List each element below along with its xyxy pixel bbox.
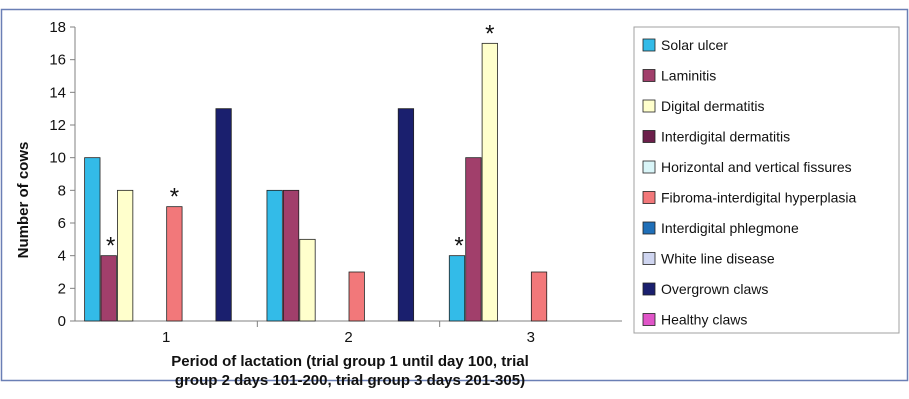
bar xyxy=(266,189,283,322)
legend-label: Laminitis xyxy=(661,68,716,84)
legend-label: White line disease xyxy=(661,251,775,267)
bar xyxy=(397,108,415,322)
y-tick-label: 8 xyxy=(58,182,66,199)
legend-swatch xyxy=(642,99,656,113)
significance-marker: * xyxy=(485,20,494,47)
legend-swatch xyxy=(642,69,656,82)
legend-label: Interdigital phlegmone xyxy=(661,220,799,236)
legend-label: Fibroma-interdigital hyperplasia xyxy=(661,190,857,206)
y-tick-label: 2 xyxy=(58,280,66,297)
bar xyxy=(448,255,466,322)
y-tick-label: 4 xyxy=(58,248,66,265)
legend-swatch xyxy=(642,252,656,265)
x-axis-label-line2: group 2 days 101-200, trial group 3 days… xyxy=(175,372,525,389)
y-tick-label: 10 xyxy=(49,150,66,167)
legend-swatch xyxy=(642,313,656,326)
bar xyxy=(117,189,134,322)
bar xyxy=(100,255,117,322)
legend-swatch xyxy=(642,130,656,143)
y-tick-label: 0 xyxy=(58,313,66,330)
y-tick-label: 6 xyxy=(58,215,66,232)
legend-swatch xyxy=(642,38,656,52)
legend-swatch xyxy=(642,282,656,296)
y-tick-label: 16 xyxy=(49,52,66,69)
legend-label: Overgrown claws xyxy=(661,281,768,297)
legend-label: Solar ulcer xyxy=(661,37,728,53)
x-axis-label-line1: Period of lactation (trial group 1 until… xyxy=(171,353,529,370)
bar xyxy=(282,189,300,322)
x-tick-label: 1 xyxy=(162,329,170,346)
bar xyxy=(299,238,316,322)
y-tick-label: 14 xyxy=(49,84,66,101)
y-tick-label: 12 xyxy=(49,117,66,134)
legend-swatch xyxy=(642,160,656,174)
bar xyxy=(166,206,183,322)
bar xyxy=(465,157,482,322)
legend-swatch xyxy=(642,191,656,204)
legend-box xyxy=(633,26,900,334)
y-axis-label: Number of cows xyxy=(15,142,32,259)
significance-marker: * xyxy=(454,233,463,260)
legend-label: Digital dermatitis xyxy=(661,98,764,114)
significance-marker: * xyxy=(106,233,115,260)
bar xyxy=(348,271,365,322)
x-tick-label: 2 xyxy=(344,329,352,346)
y-tick-label: 18 xyxy=(49,19,66,36)
bar xyxy=(530,271,548,322)
bar xyxy=(481,42,498,322)
legend-label: Interdigital dermatitis xyxy=(661,129,790,145)
bar xyxy=(215,108,232,322)
bar xyxy=(84,157,101,322)
legend-label: Healthy claws xyxy=(661,312,747,328)
x-tick-label: 3 xyxy=(527,329,535,346)
legend-label: Horizontal and vertical fissures xyxy=(661,159,852,175)
legend-swatch xyxy=(642,221,656,235)
significance-marker: * xyxy=(170,184,179,211)
